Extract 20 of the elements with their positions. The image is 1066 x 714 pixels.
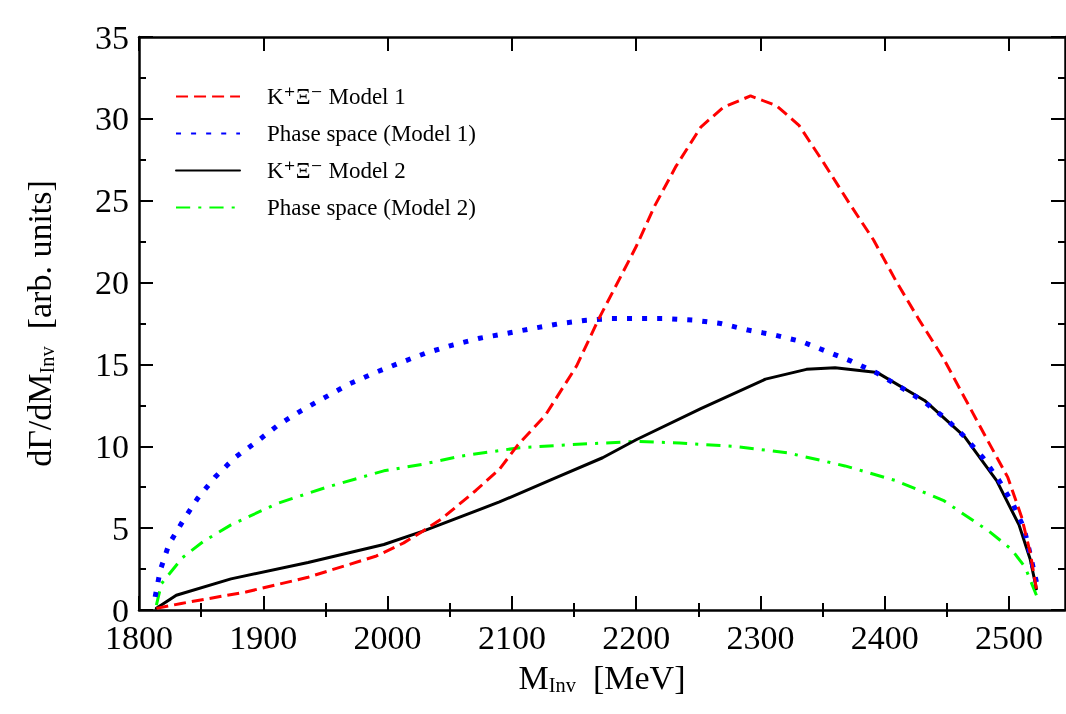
y-tick-label: 15 xyxy=(95,345,129,383)
x-tick-label: 1900 xyxy=(229,618,298,656)
x-tick-label: 2500 xyxy=(975,618,1044,656)
legend-label: K⁺Ξ⁻ Model 2 xyxy=(267,158,406,183)
legend-label: Phase space (Model 1) xyxy=(267,121,476,146)
y-axis-title: dΓ/dMInv [arb. units] xyxy=(20,180,58,467)
y-tick-label: 5 xyxy=(112,509,129,547)
y-tick-label: 35 xyxy=(95,18,129,56)
x-tick-label: 2400 xyxy=(850,618,919,656)
y-tick-label: 30 xyxy=(95,100,129,138)
x-tick-label: 2300 xyxy=(726,618,795,656)
y-tick-label: 10 xyxy=(95,427,129,465)
y-tick-label: 25 xyxy=(95,182,129,220)
y-tick-label: 20 xyxy=(95,264,129,302)
legend-label: Phase space (Model 2) xyxy=(267,195,476,220)
x-tick-label: 2000 xyxy=(353,618,422,656)
x-axis-title: MInv [MeV] xyxy=(518,659,686,697)
legend-label: K⁺Ξ⁻ Model 1 xyxy=(267,84,406,109)
x-tick-label: 2100 xyxy=(477,618,546,656)
x-tick-label: 2200 xyxy=(602,618,671,656)
